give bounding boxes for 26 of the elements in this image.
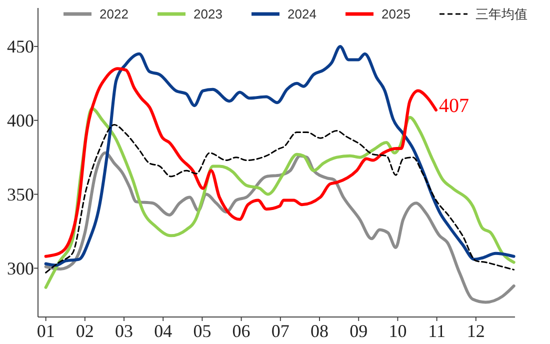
y-tick-label: 300 (7, 258, 34, 279)
annotation: 407 (439, 95, 470, 118)
x-tick-label: 05 (193, 321, 212, 341)
x-tick-label: 04 (154, 321, 172, 341)
x-tick-label: 09 (350, 321, 368, 341)
legend-label: 2025 (382, 6, 410, 22)
y-tick-label: 350 (7, 184, 34, 205)
y-tick-label: 400 (7, 110, 34, 131)
legend-label: 三年均值 (476, 6, 528, 22)
line-series (44, 67, 438, 258)
x-tick-label: 01 (36, 321, 55, 341)
line-series (45, 124, 515, 274)
x-tick-label: 06 (232, 321, 250, 341)
legend-label: 2024 (288, 6, 316, 22)
line-series (44, 151, 516, 304)
legend-label: 2023 (194, 6, 222, 22)
x-tick-label: 10 (388, 321, 407, 341)
x-tick-label: 02 (76, 321, 94, 341)
legend-label: 2022 (100, 6, 128, 22)
x-tick-label: 12 (466, 321, 485, 341)
y-tick-label: 450 (7, 36, 34, 57)
x-tick-label: 08 (310, 321, 329, 341)
x-tick-label: 11 (428, 321, 446, 341)
line-series (44, 44, 516, 267)
x-tick-label: 07 (271, 321, 290, 341)
x-tick-label: 03 (115, 321, 134, 341)
